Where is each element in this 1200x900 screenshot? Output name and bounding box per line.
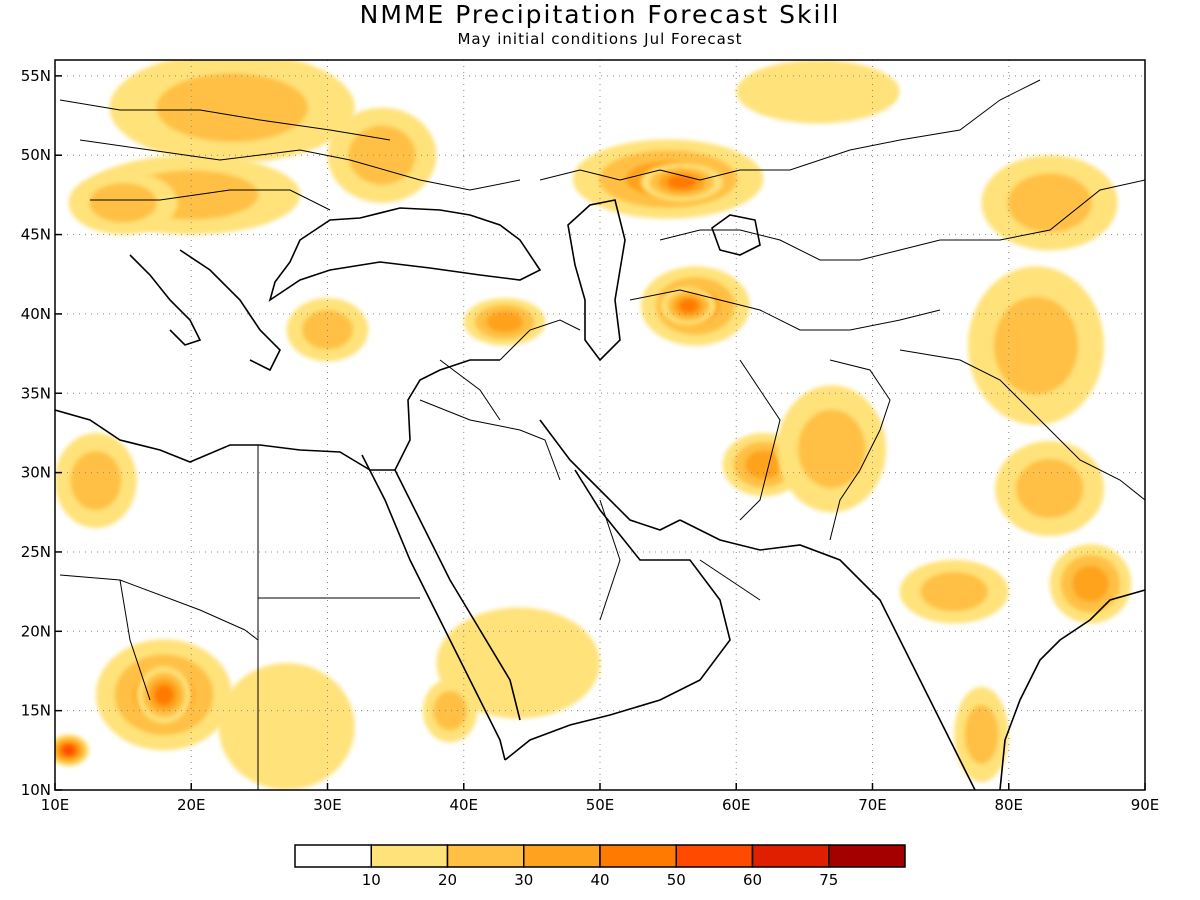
skill-region-sudan-level-1 [218,663,355,790]
skill-region-south-india-level-2 [964,705,999,764]
skill-region-pakistan-level-2 [798,409,866,488]
skill-region-europe-north-level-2 [156,73,308,142]
longitude-axis: 10E 20E 30E 40E 50E 60E 70E 80E 90E [41,783,1160,814]
skill-region-alps-level-2 [89,183,157,223]
skill-region-chad-core-level-4 [154,684,174,705]
colorbar-label: 30 [514,871,533,889]
lon-tick-label: 40E [449,796,478,814]
skill-region-uzbek-core-level-4 [679,299,699,313]
chart-title: NMME Precipitation Forecast Skill [359,0,841,29]
skill-region-turkey-west-level-2 [302,310,353,350]
colorbar-swatch [523,844,601,868]
latitude-axis: 10N 15N 20N 25N 30N 35N 40N 45N 50N 55N [21,67,62,799]
lat-tick-label: 25N [21,543,51,561]
skill-region-libya-west-level-2 [70,451,122,510]
skill-region-north-india-level-2 [920,572,988,612]
skill-region-iran-afghan-level-3 [745,450,782,479]
colorbar-swatch [599,844,677,868]
lon-tick-label: 80E [994,796,1023,814]
lon-tick-label: 30E [313,796,342,814]
skill-region-russia-north-level-1 [736,60,900,124]
colorbar-label: 10 [362,871,381,889]
colorbar-swatch [446,844,525,868]
colorbar-label: 50 [667,871,686,889]
coastlines [55,199,1145,790]
lon-tick-label: 60E [722,796,751,814]
skill-region-ethiopia-level-2 [433,691,467,731]
colorbar-swatch [751,844,830,868]
lat-tick-label: 30N [21,464,51,482]
colorbar-label: 20 [438,871,457,889]
lat-tick-label: 45N [21,226,51,244]
chart-subtitle: May initial conditions Jul Forecast [457,30,743,48]
skill-region-mongolia-level-2 [1007,173,1092,233]
colorbar-swatch [828,844,906,868]
lat-tick-label: 55N [21,67,51,85]
colorbar-swatch [370,844,449,868]
lon-tick-label: 90E [1131,796,1160,814]
skill-region-tarim-level-2 [994,296,1078,395]
lat-tick-label: 20N [21,622,51,640]
colorbar: 10 20 30 40 50 60 75 [294,844,906,889]
lon-tick-label: 20E [177,796,206,814]
colorbar-label: 75 [819,871,838,889]
colorbar-label: 40 [590,871,609,889]
country-borders [59,79,1145,790]
lon-tick-label: 10E [41,796,70,814]
lat-tick-label: 40N [21,305,51,323]
skill-region-bengal-level-3 [1072,566,1109,602]
lon-tick-label: 70E [858,796,887,814]
skill-region-mali-border-level-5 [62,745,75,755]
lon-tick-label: 50E [586,796,615,814]
lat-tick-label: 15N [21,702,51,720]
colorbar-swatch [294,844,372,868]
colorbar-swatch [675,844,754,868]
lat-tick-label: 10N [21,781,51,799]
skill-region-kazakh-west-core-level-4 [667,175,696,189]
colorbar-label: 60 [743,871,762,889]
lat-tick-label: 50N [21,146,51,164]
skill-region-turkey-east-level-3 [486,311,523,333]
skill-region-arabia-south-level-1 [436,607,600,719]
skill-shading [55,60,1132,790]
lat-tick-label: 35N [21,384,51,402]
skill-region-ukraine-level-2 [348,125,416,185]
skill-region-himalaya-level-2 [1016,459,1084,518]
